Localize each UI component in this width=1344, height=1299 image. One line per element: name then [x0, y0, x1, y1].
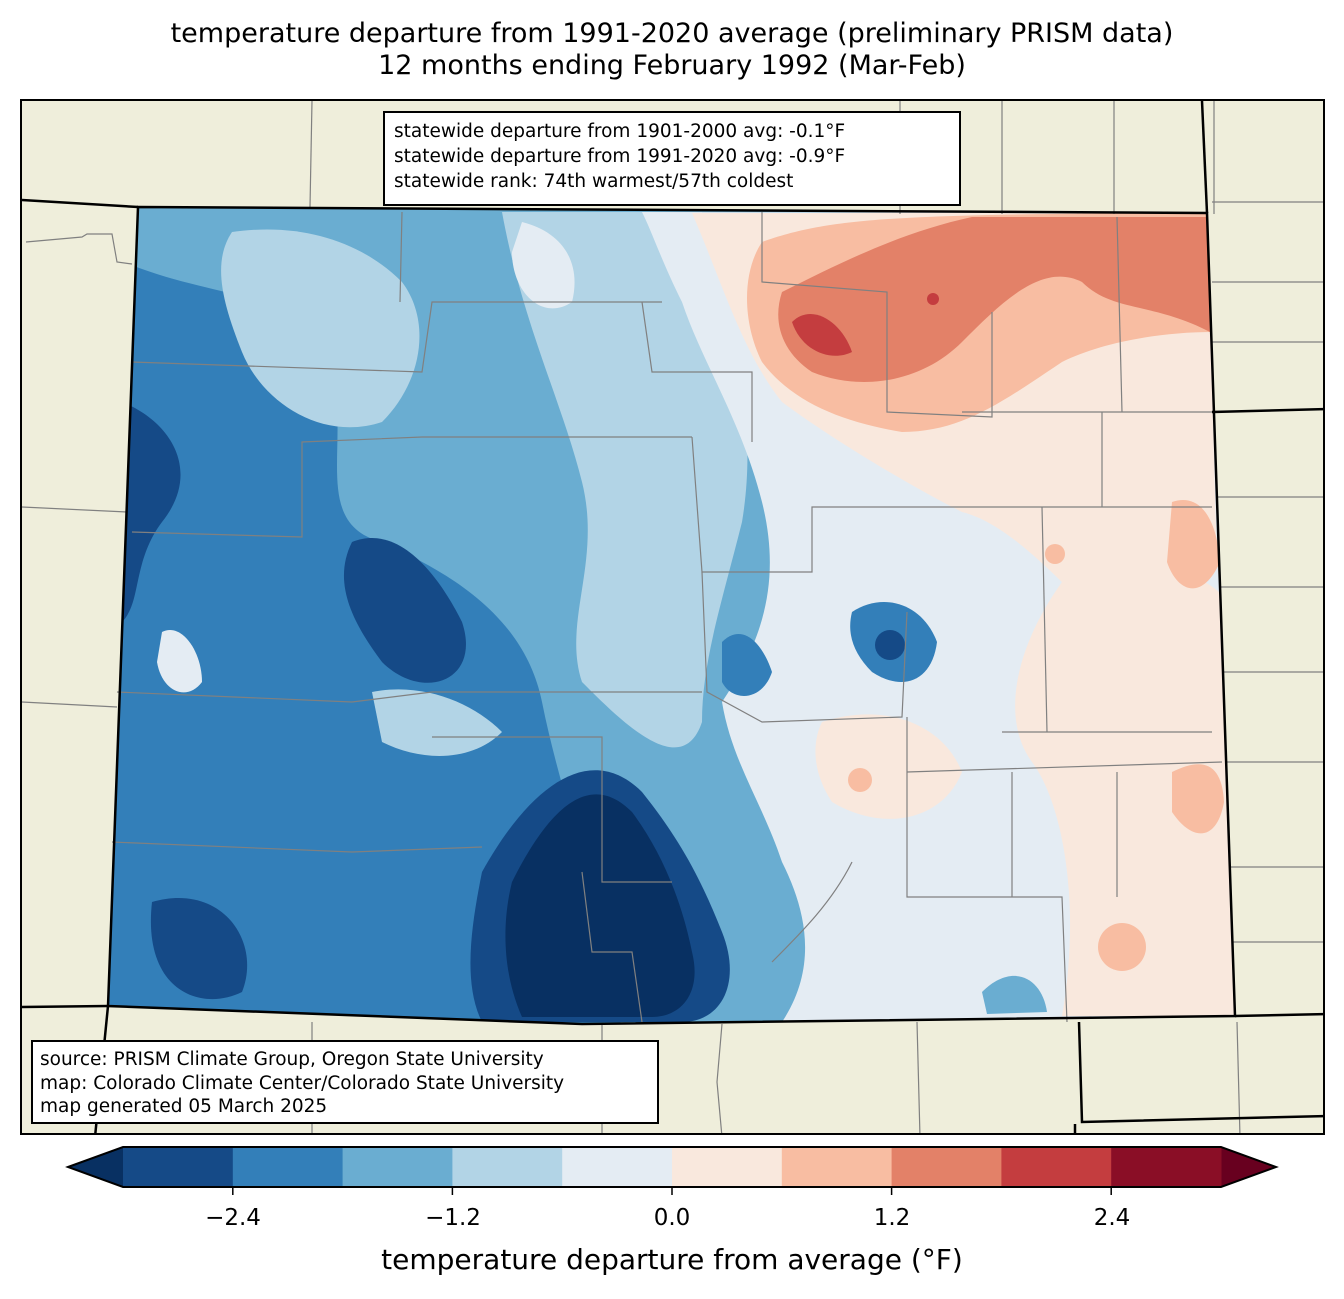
colorbar-tick-label: 0.0: [653, 1205, 691, 1231]
temperature-contours: [108, 207, 1235, 1024]
colorbar-segment: [1111, 1147, 1222, 1187]
contour-warm-spot2: [848, 768, 872, 792]
colorbar-segment: [232, 1147, 344, 1187]
colorbar-tick-label: −1.2: [425, 1205, 481, 1231]
contour-warm-se: [1172, 764, 1224, 834]
contour-slightwarm-mid: [815, 714, 962, 819]
contour-cool-frontrange: [502, 212, 748, 748]
colorbar-label: temperature departure from average (°F): [381, 1243, 963, 1276]
source-box: source: PRISM Climate Group, Oregon Stat…: [31, 1040, 659, 1124]
colorbar-segment: [452, 1147, 563, 1187]
contour-cool-north: [221, 229, 420, 428]
map-subtitle: 12 months ending February 1992 (Mar-Feb): [378, 50, 966, 81]
contour-cold-west: [108, 252, 622, 1024]
contour-warmer-ne: [778, 217, 1210, 382]
colorbar-segment: [891, 1147, 1002, 1187]
statewide-stats-box: statewide departure from 1901-2000 avg: …: [383, 111, 961, 206]
contour-warm-spot: [1045, 544, 1065, 564]
county-borders: [22, 101, 1323, 1133]
stats-departure-1901-2000: statewide departure from 1901-2000 avg: …: [394, 121, 846, 142]
contour-hot-spot: [792, 313, 852, 356]
colorbar-segment: [342, 1147, 453, 1187]
colorbar-over-arrow: [1221, 1147, 1276, 1187]
contour-slightwarm-se: [1015, 568, 1235, 1016]
colorbar-tick-label: −2.4: [205, 1205, 261, 1231]
colorbar-segment: [562, 1147, 673, 1187]
contour-cold-east-core: [875, 630, 905, 660]
colorbar-segment: [1001, 1147, 1112, 1187]
colorbar-segment: [672, 1147, 783, 1187]
contour-cold-sw: [150, 898, 248, 1000]
map-credit-line: map: Colorado Climate Center/Colorado St…: [40, 1072, 565, 1094]
contour-cool-south: [982, 975, 1047, 1014]
map-panel: [20, 99, 1325, 1135]
colorbar-segment: [781, 1147, 893, 1187]
stats-rank: statewide rank: 74th warmest/57th coldes…: [394, 171, 794, 192]
colorbar-under-arrow: [68, 1147, 123, 1187]
colorbar-tick-label: 2.4: [1093, 1205, 1131, 1231]
contour-cold-pueblo: [722, 633, 772, 696]
source-line: source: PRISM Climate Group, Oregon Stat…: [40, 1049, 544, 1070]
contour-cool-central: [372, 689, 502, 756]
colorbar: [65, 1146, 1279, 1195]
contour-warm-east: [1167, 500, 1220, 589]
colorbar-tick-label: 1.2: [873, 1205, 911, 1231]
contour-cold-mtn: [343, 538, 466, 683]
contour-warm-baca: [1098, 923, 1146, 971]
stats-departure-1991-2020: statewide departure from 1991-2020 avg: …: [394, 146, 846, 167]
colorbar-segment: [123, 1147, 234, 1187]
colorado-border: [106, 205, 1237, 1026]
contour-neutral-north: [512, 222, 575, 309]
contour-hot-spot-small: [927, 293, 939, 305]
temperature-map: [22, 101, 1323, 1133]
contour-cold-sanluis-core: [505, 794, 695, 1017]
contour-cold-nw: [122, 402, 181, 622]
map-title: temperature departure from 1991-2020 ave…: [170, 18, 1174, 49]
generated-date-line: map generated 05 March 2025: [40, 1096, 328, 1117]
colorbar-outline: [65, 1146, 1279, 1188]
contour-neutral-west: [157, 630, 202, 693]
